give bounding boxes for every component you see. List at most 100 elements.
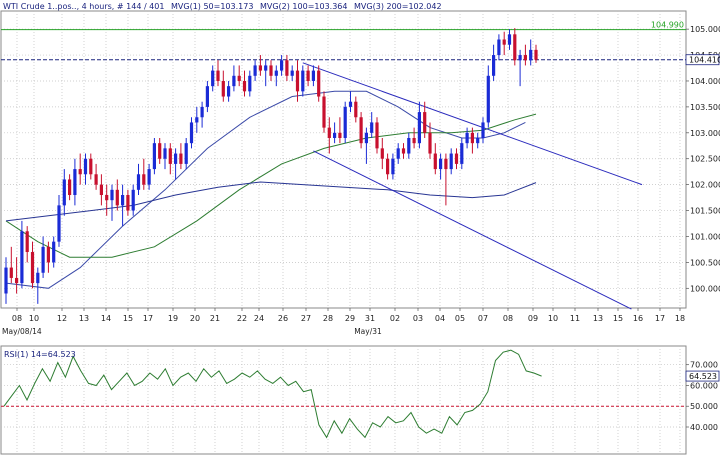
- bearish-candle: [269, 65, 273, 76]
- price-tick-label: 102.500: [690, 155, 720, 164]
- bullish-candle: [41, 246, 45, 273]
- bullish-candle: [311, 70, 315, 81]
- bullish-candle: [301, 70, 305, 92]
- current-price-label: 104.410: [689, 56, 720, 65]
- bearish-candle: [401, 148, 406, 154]
- bearish-candle: [375, 122, 379, 149]
- bearish-candle: [317, 70, 321, 97]
- time-tick-label: 28: [323, 314, 333, 323]
- bullish-candle: [274, 70, 278, 76]
- time-tick-label: 19: [168, 314, 178, 323]
- bullish-candle: [200, 106, 204, 118]
- bullish-candle: [211, 70, 215, 87]
- date-sublabel: May/08/14: [2, 327, 42, 336]
- bearish-candle: [89, 158, 93, 175]
- instrument-label: WTI Crude 1..pos.., 4 hours, # 144 / 401: [3, 2, 164, 11]
- bearish-candle: [433, 153, 437, 170]
- bearish-candle: [454, 153, 459, 164]
- time-tick-label: 10: [29, 314, 39, 323]
- time-tick-label: 02: [390, 314, 400, 323]
- bullish-candle: [57, 205, 61, 242]
- bearish-candle: [359, 117, 363, 144]
- bearish-candle: [25, 231, 29, 253]
- trendline: [313, 150, 632, 310]
- bearish-candle: [380, 148, 384, 159]
- bullish-candle: [189, 122, 194, 144]
- bullish-candle: [497, 39, 501, 56]
- bearish-candle: [168, 148, 172, 164]
- bullish-candle: [62, 179, 66, 206]
- rsi-tick-label: 60.000: [690, 381, 718, 390]
- bullish-candle: [195, 117, 199, 123]
- bearish-candle: [99, 184, 103, 196]
- bearish-candle: [534, 49, 538, 60]
- price-panel: [0, 10, 687, 309]
- time-tick-label: 13: [593, 314, 603, 323]
- bearish-candle: [523, 55, 527, 61]
- bullish-candle: [232, 75, 236, 87]
- bullish-candle: [147, 169, 151, 185]
- bullish-candle: [110, 189, 114, 201]
- bearish-candle: [322, 96, 326, 128]
- bearish-candle: [179, 153, 183, 164]
- bullish-candle: [476, 137, 480, 144]
- time-tick-label: 20: [190, 314, 200, 323]
- time-tick-label: 31: [365, 314, 375, 323]
- bullish-candle: [253, 65, 257, 76]
- bearish-candle: [306, 70, 310, 81]
- mvg2-label: MVG(2) 100=103.364: [260, 2, 348, 11]
- bearish-candle: [470, 132, 474, 144]
- rsi-panel: [0, 345, 687, 455]
- bullish-candle: [290, 70, 294, 76]
- bullish-candle: [205, 86, 209, 107]
- bearish-candle: [78, 169, 82, 175]
- time-tick-label: 07: [478, 314, 488, 323]
- bearish-candle: [354, 101, 358, 118]
- bullish-candle: [136, 174, 141, 190]
- time-tick-label: 12: [57, 314, 67, 323]
- bullish-candle: [391, 158, 395, 175]
- bullish-candle: [460, 143, 464, 164]
- bearish-candle: [142, 174, 146, 185]
- bullish-candle: [131, 189, 135, 211]
- rsi-label: RSI(1) 14=64.523: [4, 350, 76, 359]
- time-axis: 08 10 12 13 14 15 17 19 20 21 22 24 26 27 28 29 31 02 03 04…: [2, 308, 685, 336]
- current-price-box: [685, 54, 720, 66]
- bearish-candle: [295, 70, 300, 92]
- bearish-candle: [258, 65, 262, 71]
- chart-header: WTI Crude 1..pos.., 4 hours, # 144 / 401…: [3, 2, 442, 11]
- bearish-candle: [94, 174, 98, 185]
- time-tick-label: 10: [548, 314, 558, 323]
- bearish-candle: [412, 137, 416, 144]
- time-tick-label: 22: [237, 314, 247, 323]
- bearish-candle: [221, 80, 225, 97]
- bearish-candle: [115, 189, 119, 206]
- bullish-candle: [227, 86, 231, 97]
- time-tick-label: 17: [143, 314, 153, 323]
- bullish-candle: [280, 60, 284, 71]
- time-tick-label: 14: [101, 314, 111, 323]
- bearish-candle: [338, 132, 342, 138]
- price-tick-label: 100.000: [690, 284, 720, 293]
- bullish-candle: [36, 272, 40, 284]
- bearish-candle: [428, 132, 432, 154]
- time-tick-label: 18: [675, 314, 685, 323]
- candles: [4, 28, 538, 304]
- bearish-candle: [46, 246, 50, 263]
- bullish-candle: [348, 101, 353, 107]
- bullish-candle: [343, 106, 347, 138]
- bearish-candle: [423, 112, 427, 133]
- price-axis: 100.000 100.500 101.000 101.500 102.000 102.5…: [651, 21, 720, 294]
- time-tick-label: 27: [301, 314, 311, 323]
- bearish-candle: [126, 195, 130, 211]
- moving-average-line: [5, 181, 537, 222]
- price-tick-label: 103.500: [690, 103, 720, 112]
- bearish-candle: [30, 252, 35, 284]
- bullish-candle: [449, 153, 453, 170]
- time-tick-label: 15: [123, 314, 133, 323]
- rsi-lines: [1, 349, 686, 439]
- bullish-candle: [333, 132, 337, 138]
- bullish-candle: [4, 267, 8, 294]
- bearish-candle: [513, 34, 517, 61]
